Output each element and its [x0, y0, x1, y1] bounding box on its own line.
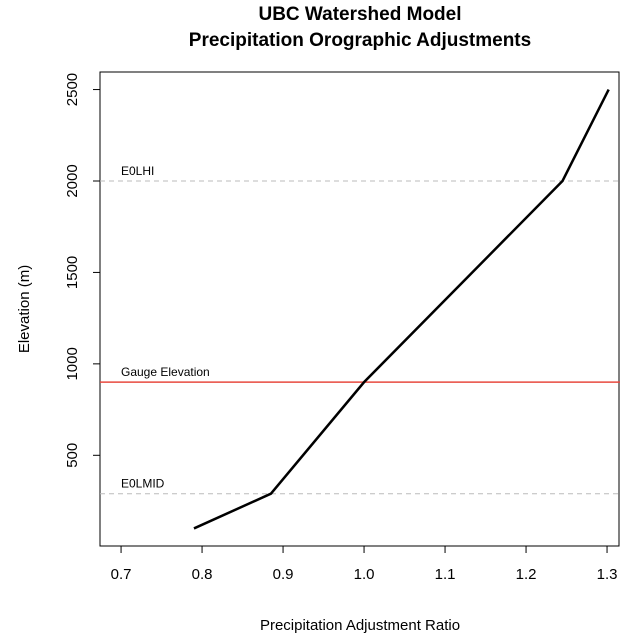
reference-label: E0LHI	[121, 164, 154, 178]
y-tick-label: 2500	[64, 73, 81, 106]
x-tick-label: 0.8	[192, 566, 213, 583]
x-tick-label: 1.2	[516, 566, 537, 583]
data-line	[193, 88, 610, 530]
reference-label: E0LMID	[121, 477, 165, 491]
x-tick-label: 1.0	[354, 566, 375, 583]
y-axis-label: Elevation (m)	[16, 265, 33, 353]
plot-frame	[99, 71, 620, 547]
x-tick-label: 0.7	[111, 566, 132, 583]
reference-label: Gauge Elevation	[121, 365, 210, 379]
y-tick-label: 1000	[64, 347, 81, 380]
y-tick-label: 500	[64, 443, 81, 468]
chart-title: UBC Watershed Model	[258, 4, 461, 25]
chart-title: Precipitation Orographic Adjustments	[189, 30, 531, 51]
x-tick-label: 1.3	[597, 566, 618, 583]
x-axis-label: Precipitation Adjustment Ratio	[260, 617, 460, 634]
x-tick-label: 0.9	[273, 566, 294, 583]
y-tick-label: 2000	[64, 164, 81, 197]
x-tick-label: 1.1	[435, 566, 456, 583]
y-tick-label: 1500	[64, 256, 81, 289]
